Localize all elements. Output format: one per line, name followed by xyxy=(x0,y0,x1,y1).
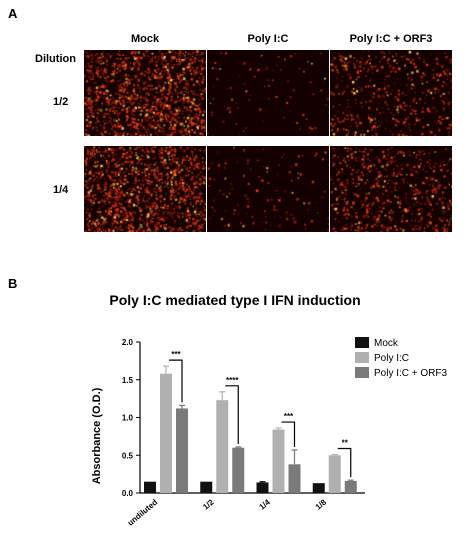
chart-title: Poly I:C mediated type I IFN induction xyxy=(109,292,360,308)
bar-1 xyxy=(160,373,172,493)
column-label-polyic: Poly I:C xyxy=(247,33,289,45)
y-tick-label: 1.5 xyxy=(122,376,134,385)
x-tick-label: 1/2 xyxy=(201,497,216,511)
bar-0 xyxy=(256,482,269,493)
bar-2 xyxy=(288,464,301,493)
micrograph-mock-1-4 xyxy=(84,146,206,232)
significance-bracket xyxy=(169,359,183,403)
significance-stars: *** xyxy=(171,350,181,359)
x-tick-label: 1/4 xyxy=(257,497,272,511)
column-label-mock: Mock xyxy=(130,33,160,45)
legend-swatch xyxy=(355,367,369,378)
panel-b-label: B xyxy=(8,276,18,291)
bar-1 xyxy=(328,455,341,493)
y-axis-label: Absorbance (O.D.) xyxy=(91,387,103,484)
legend-swatch xyxy=(355,337,369,348)
plot-area: 0.0 0.5 1.0 1.5 2.0 *** undiluted **** 1/2 *** 1/4… xyxy=(122,338,365,528)
micrograph-polyic-1-4 xyxy=(207,146,329,232)
bar-2 xyxy=(344,480,357,493)
y-tick-label: 1.0 xyxy=(122,414,134,423)
legend-label: Poly I:C xyxy=(374,353,409,364)
bar-chart: Poly I:C mediated type I IFN induction A… xyxy=(91,292,448,528)
y-tick-label: 0.0 xyxy=(122,489,134,498)
x-tick-label: 1/8 xyxy=(314,497,329,511)
significance-bracket xyxy=(337,447,352,478)
bar-2 xyxy=(176,408,188,493)
y-tick-label: 0.5 xyxy=(122,451,134,460)
micrograph-polyic-orf3-1-2 xyxy=(330,50,452,136)
legend-label: Mock xyxy=(374,338,399,349)
legend-swatch xyxy=(355,352,369,363)
micrograph-mock-1-2 xyxy=(84,50,206,136)
bar-0 xyxy=(312,483,325,493)
y-tick-label: 2.0 xyxy=(122,338,134,347)
bar-2 xyxy=(232,447,245,493)
significance-stars: *** xyxy=(284,412,294,421)
micrograph-polyic-1-2 xyxy=(207,50,329,136)
column-label-polyic-orf3: Poly I:C + ORF3 xyxy=(349,33,433,45)
bar-0 xyxy=(144,481,156,493)
bar-1 xyxy=(216,400,229,493)
significance-stars: **** xyxy=(226,376,239,385)
micrograph-polyic-orf3-1-4 xyxy=(330,146,452,232)
panel-a-label: A xyxy=(8,6,18,21)
bar-1 xyxy=(272,429,285,493)
significance-stars: ** xyxy=(342,438,349,447)
row-label-1-2: 1/2 xyxy=(53,96,69,108)
dilution-header: Dilution xyxy=(35,53,76,65)
bar-0 xyxy=(200,481,213,493)
significance-bracket xyxy=(225,385,239,444)
legend: Mock Poly I:C Poly I:C + ORF3 xyxy=(355,337,448,379)
x-tick-label: undiluted xyxy=(126,498,159,528)
legend-label: Poly I:C + ORF3 xyxy=(374,368,448,379)
significance-bracket xyxy=(281,421,296,447)
row-label-1-4: 1/4 xyxy=(53,184,69,196)
